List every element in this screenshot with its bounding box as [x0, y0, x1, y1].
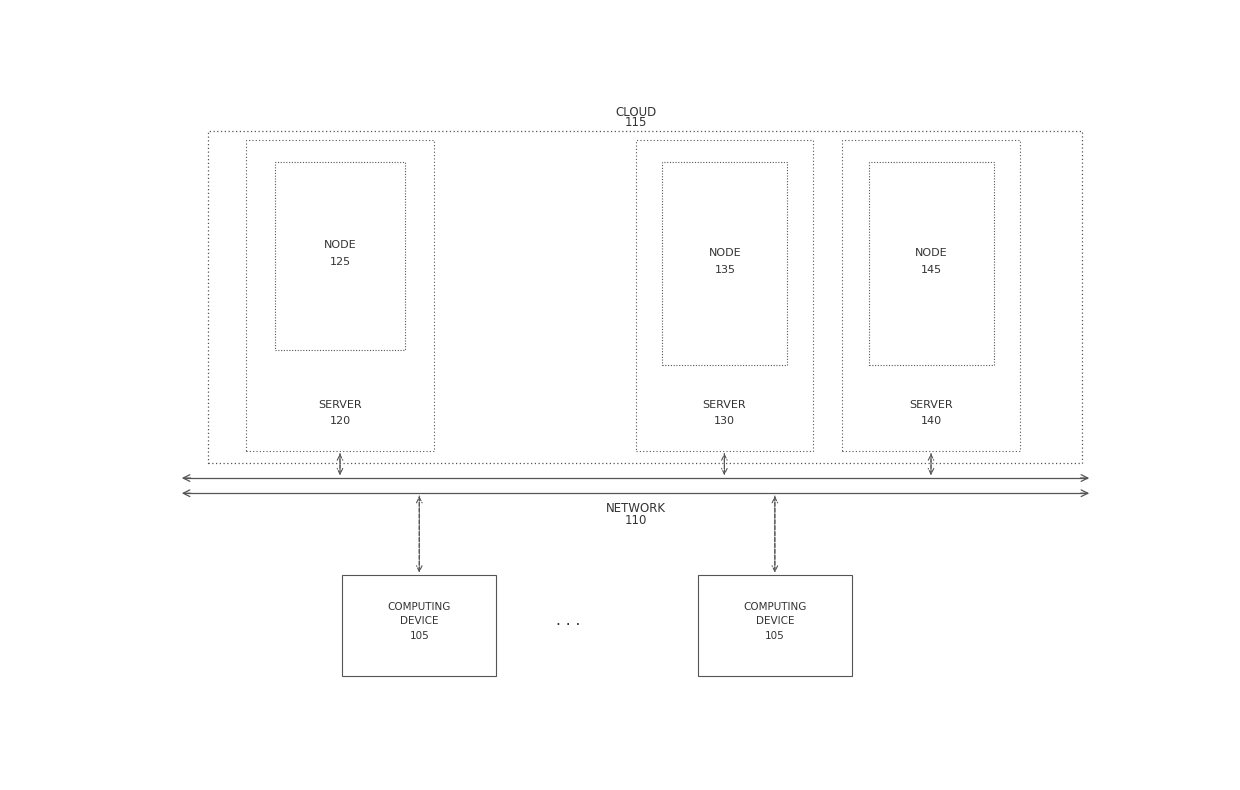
- Bar: [635, 141, 813, 450]
- Text: SERVER: SERVER: [319, 400, 362, 410]
- Text: SERVER: SERVER: [909, 400, 952, 410]
- Bar: [208, 131, 1083, 463]
- Text: NETWORK: NETWORK: [605, 502, 666, 515]
- Text: COMPUTING: COMPUTING: [388, 602, 451, 612]
- Text: 105: 105: [765, 631, 785, 641]
- Text: 145: 145: [921, 265, 942, 275]
- Text: 110: 110: [624, 514, 647, 527]
- Text: 120: 120: [330, 416, 351, 427]
- Text: COMPUTING: COMPUTING: [743, 602, 806, 612]
- Text: CLOUD: CLOUD: [615, 106, 656, 119]
- Bar: [698, 575, 852, 675]
- Text: NODE: NODE: [915, 247, 947, 258]
- Bar: [842, 141, 1019, 450]
- Bar: [342, 575, 496, 675]
- Text: DEVICE: DEVICE: [401, 615, 439, 626]
- Text: 135: 135: [714, 265, 735, 275]
- Text: SERVER: SERVER: [703, 400, 746, 410]
- Text: 140: 140: [920, 416, 941, 427]
- Text: . . .: . . .: [556, 614, 580, 629]
- Text: 130: 130: [714, 416, 735, 427]
- Text: 125: 125: [330, 257, 351, 267]
- Bar: [869, 162, 994, 366]
- Text: DEVICE: DEVICE: [755, 615, 794, 626]
- Text: 115: 115: [624, 116, 647, 129]
- Bar: [275, 162, 404, 350]
- Text: NODE: NODE: [324, 240, 356, 250]
- Bar: [247, 141, 434, 450]
- Text: 105: 105: [409, 631, 429, 641]
- Text: NODE: NODE: [708, 247, 742, 258]
- Bar: [662, 162, 787, 366]
